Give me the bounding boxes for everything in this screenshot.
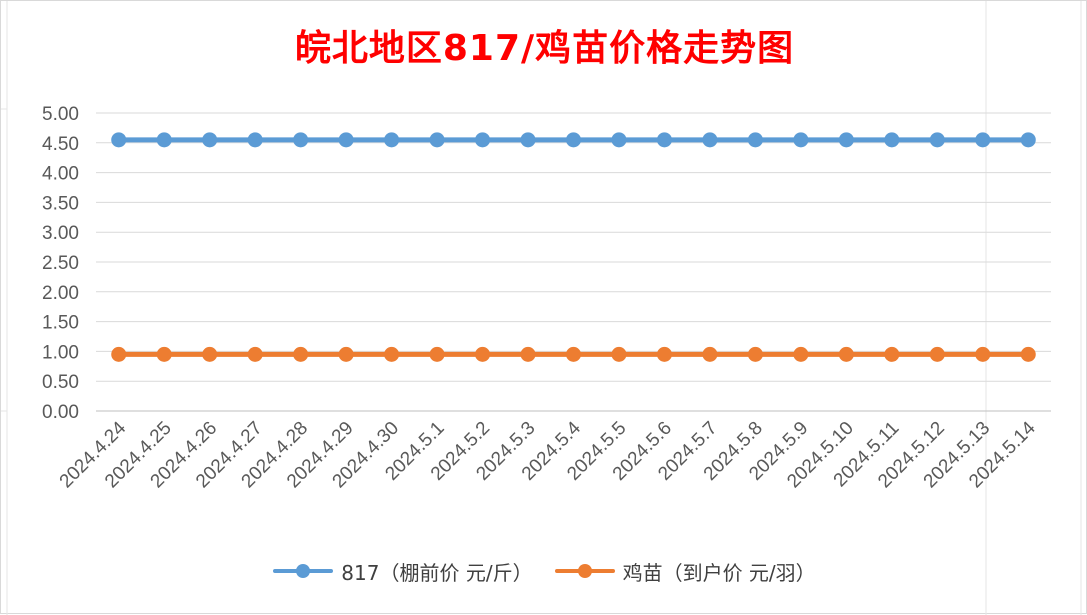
data-point [656,346,672,362]
y-tick-label: 3.50 [42,193,79,214]
legend-label-chick: 鸡苗（到户价 元/羽） [622,560,816,585]
legend-swatch-chick [554,559,615,583]
legend-item-chick: 鸡苗（到户价 元/羽） [554,557,816,586]
data-point [384,132,400,148]
legend-swatch-817 [273,559,334,583]
data-point [884,346,900,362]
y-tick-label: 4.50 [42,134,79,155]
data-point [429,346,445,362]
data-point [611,132,627,148]
data-point [475,346,491,362]
data-point [793,132,809,148]
data-point [156,346,172,362]
data-point [975,132,991,148]
chart-legend: 817（棚前价 元/斤） 鸡苗（到户价 元/羽） [1,554,1087,588]
data-point [975,346,991,362]
data-point [111,132,127,148]
data-point [475,132,491,148]
data-point [247,132,263,148]
data-point [202,346,218,362]
y-tick-label: 1.50 [42,313,79,334]
data-point [747,346,763,362]
y-tick-label: 0.00 [42,402,79,423]
data-point [566,132,581,148]
data-point [656,132,672,148]
data-point [793,346,809,362]
y-tick-label: 1.00 [42,342,79,363]
data-point [384,346,400,362]
data-point [520,132,536,148]
data-point [520,346,536,362]
data-point [838,346,854,362]
data-point [111,346,127,362]
data-point [747,132,763,148]
data-point [338,132,354,148]
data-point [929,346,945,362]
data-point [293,346,309,362]
data-point [156,132,172,148]
data-point [338,346,354,362]
data-point [1020,346,1036,362]
legend-label-817: 817（棚前价 元/斤） [341,560,533,585]
data-point [611,346,627,362]
data-point [293,132,309,148]
y-tick-label: 3.00 [42,223,79,244]
data-point [884,132,900,148]
y-tick-label: 2.50 [42,253,79,274]
y-tick-label: 0.50 [42,372,79,393]
data-point [566,346,581,362]
data-point [247,346,263,362]
y-tick-label: 2.00 [42,283,79,304]
data-point [429,132,445,148]
data-point [202,132,218,148]
y-tick-label: 4.00 [42,164,79,185]
data-point [838,132,854,148]
data-point [702,132,718,148]
data-point [702,346,718,362]
data-point [1020,132,1036,148]
chart-title: 皖北地区817/鸡苗价格走势图 [294,28,795,69]
data-point [929,132,945,148]
y-tick-label: 5.00 [42,104,79,125]
legend-item-817: 817（棚前价 元/斤） [273,557,533,586]
